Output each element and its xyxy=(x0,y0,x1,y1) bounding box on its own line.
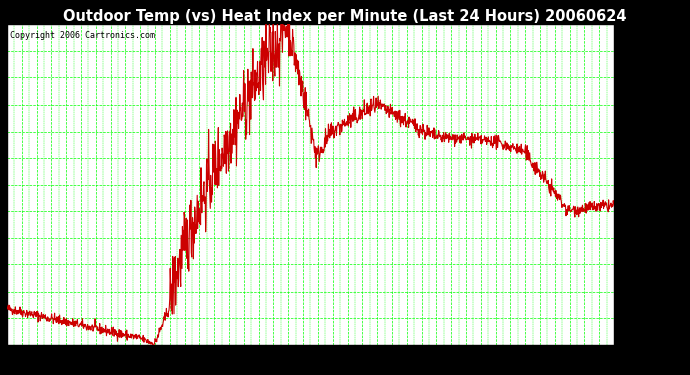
Text: Copyright 2006 Cartronics.com: Copyright 2006 Cartronics.com xyxy=(10,31,155,40)
Text: Outdoor Temp (vs) Heat Index per Minute (Last 24 Hours) 20060624: Outdoor Temp (vs) Heat Index per Minute … xyxy=(63,9,627,24)
